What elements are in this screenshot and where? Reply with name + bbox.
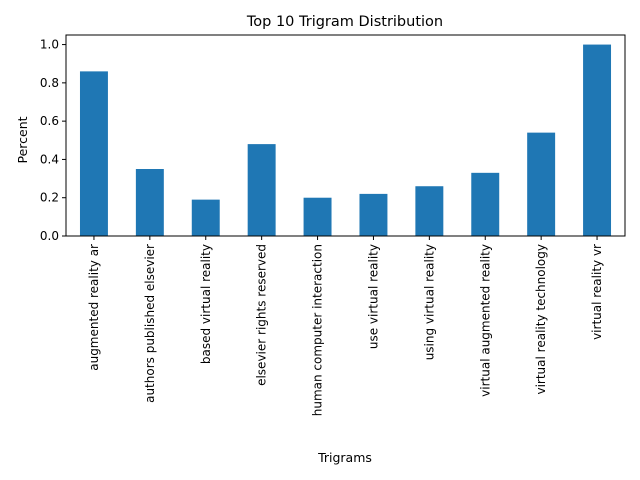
y-tick-label-4: 0.6 [40,114,59,128]
bar-2 [135,169,164,236]
x-tick-label-2: authors published elsevier [143,244,157,403]
y-tick-label-2: 0.2 [40,191,59,205]
bar-5 [303,197,332,236]
x-tick-label-9: virtual reality technology [534,244,548,395]
y-tick-label-5: 0.8 [40,76,59,90]
x-tick-label-5: human computer interaction [311,244,325,416]
y-tick-label-6: 1.0 [40,38,59,52]
plot-frame [65,34,626,237]
x-axis: augmented reality ar authors published el… [87,236,604,416]
y-axis-label: Percent [15,116,30,163]
bar-9 [527,132,556,236]
bar-10 [583,44,612,237]
bar-7 [415,186,444,236]
y-tick-label-3: 0.4 [40,152,59,166]
bar-3 [191,199,220,236]
bar-4 [247,144,276,236]
bar-6 [359,193,388,236]
bar-1 [79,71,108,236]
x-tick-label-3: based virtual reality [199,244,213,364]
y-tick-label-1: 0.0 [40,229,59,243]
x-tick-label-8: virtual augmented reality [478,244,492,397]
chart-title: Top 10 Trigram Distribution [246,14,443,30]
bar-8 [471,172,500,236]
x-tick-label-6: use virtual reality [366,244,380,349]
x-tick-label-1: augmented reality ar [87,244,101,371]
bars-group [79,44,612,237]
x-tick-label-10: virtual reality vr [590,244,604,340]
x-axis-label: Trigrams [317,450,372,465]
x-tick-label-4: elsevier rights reserved [255,244,269,386]
x-tick-label-7: using virtual reality [422,244,436,360]
y-axis: 0.0 0.2 0.4 0.6 0.8 1.0 [40,38,66,243]
